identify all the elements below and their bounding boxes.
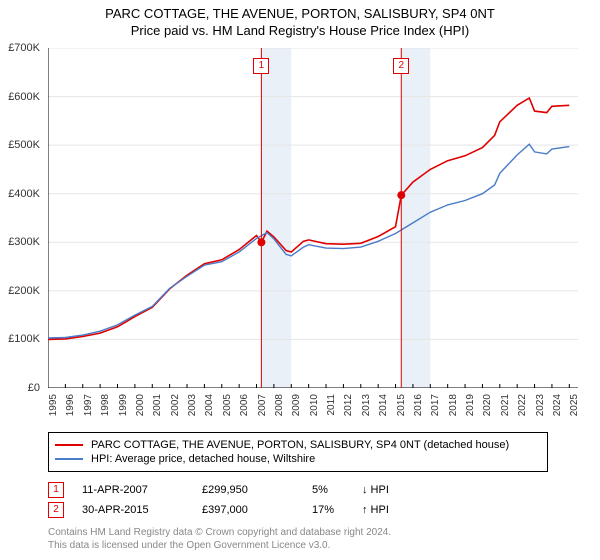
x-tick-label: 2006 — [239, 394, 250, 416]
y-tick-label: £200K — [8, 285, 40, 297]
sale-pct: 5% — [312, 484, 362, 496]
legend: PARC COTTAGE, THE AVENUE, PORTON, SALISB… — [48, 432, 548, 472]
y-tick-label: £700K — [8, 42, 40, 54]
x-tick-label: 2004 — [204, 394, 215, 416]
x-tick-label: 2017 — [430, 394, 441, 416]
sale-date: 30-APR-2015 — [82, 504, 202, 516]
arrow-up-icon: ↑ HPI — [362, 504, 389, 516]
x-tick-label: 2001 — [152, 394, 163, 416]
x-tick-label: 2007 — [257, 394, 268, 416]
x-tick-label: 1999 — [118, 394, 129, 416]
chart-plot-area — [48, 48, 578, 388]
x-tick-label: 2000 — [135, 394, 146, 416]
x-tick-label: 2018 — [448, 394, 459, 416]
y-tick-label: £100K — [8, 333, 40, 345]
x-tick-label: 1996 — [65, 394, 76, 416]
x-tick-label: 2008 — [274, 394, 285, 416]
x-tick-label: 1997 — [83, 394, 94, 416]
x-tick-label: 2012 — [343, 394, 354, 416]
x-tick-label: 2013 — [361, 394, 372, 416]
sale-marker-inline: 2 — [48, 502, 64, 518]
sale-marker-2: 2 — [393, 58, 409, 74]
x-tick-label: 2019 — [465, 394, 476, 416]
sale-marker-inline: 1 — [48, 482, 64, 498]
sale-marker-1: 1 — [253, 58, 269, 74]
chart-svg — [48, 48, 578, 388]
x-tick-label: 1995 — [48, 394, 59, 416]
sale-pct: 17% — [312, 504, 362, 516]
x-tick-label: 1998 — [100, 394, 111, 416]
x-tick-label: 2003 — [187, 394, 198, 416]
footer-line-2: This data is licensed under the Open Gov… — [48, 539, 391, 552]
legend-row: HPI: Average price, detached house, Wilt… — [55, 453, 541, 465]
y-tick-label: £300K — [8, 236, 40, 248]
y-tick-label: £400K — [8, 188, 40, 200]
legend-color-swatch — [55, 444, 83, 446]
y-tick-label: £0 — [28, 382, 40, 394]
y-tick-label: £500K — [8, 139, 40, 151]
arrow-down-icon: ↓ HPI — [362, 484, 389, 496]
chart-title-block: PARC COTTAGE, THE AVENUE, PORTON, SALISB… — [0, 0, 600, 38]
x-axis-labels: 1995199619971998199920002001200220032004… — [48, 390, 578, 410]
chart-subtitle: Price paid vs. HM Land Registry's House … — [0, 23, 600, 38]
sale-price: £397,000 — [202, 504, 312, 516]
x-tick-label: 2009 — [291, 394, 302, 416]
sale-row-2: 2 30-APR-2015£397,00017%↑ HPI — [48, 502, 389, 518]
legend-row: PARC COTTAGE, THE AVENUE, PORTON, SALISB… — [55, 439, 541, 451]
x-tick-label: 2015 — [396, 394, 407, 416]
x-tick-label: 2023 — [535, 394, 546, 416]
footer-line-1: Contains HM Land Registry data © Crown c… — [48, 526, 391, 539]
x-tick-label: 2024 — [552, 394, 563, 416]
x-tick-label: 2002 — [170, 394, 181, 416]
legend-label: HPI: Average price, detached house, Wilt… — [91, 453, 315, 465]
x-tick-label: 2020 — [482, 394, 493, 416]
x-tick-label: 2016 — [413, 394, 424, 416]
sale-price: £299,950 — [202, 484, 312, 496]
y-tick-label: £600K — [8, 91, 40, 103]
x-tick-label: 2022 — [517, 394, 528, 416]
legend-label: PARC COTTAGE, THE AVENUE, PORTON, SALISB… — [91, 439, 509, 451]
chart-title: PARC COTTAGE, THE AVENUE, PORTON, SALISB… — [0, 6, 600, 21]
sale-row-1: 1 11-APR-2007£299,9505%↓ HPI — [48, 482, 389, 498]
x-tick-label: 2005 — [222, 394, 233, 416]
y-axis-labels: £0£100K£200K£300K£400K£500K£600K£700K — [0, 48, 44, 388]
x-tick-label: 2011 — [326, 394, 337, 416]
x-tick-label: 2010 — [309, 394, 320, 416]
footer-attribution: Contains HM Land Registry data © Crown c… — [48, 526, 391, 552]
legend-color-swatch — [55, 458, 83, 460]
x-tick-label: 2014 — [378, 394, 389, 416]
x-tick-label: 2021 — [500, 394, 511, 416]
sale-date: 11-APR-2007 — [82, 484, 202, 496]
sale-events: 1 11-APR-2007£299,9505%↓ HPI 2 30-APR-2015£… — [48, 478, 389, 522]
x-tick-label: 2025 — [569, 394, 580, 416]
